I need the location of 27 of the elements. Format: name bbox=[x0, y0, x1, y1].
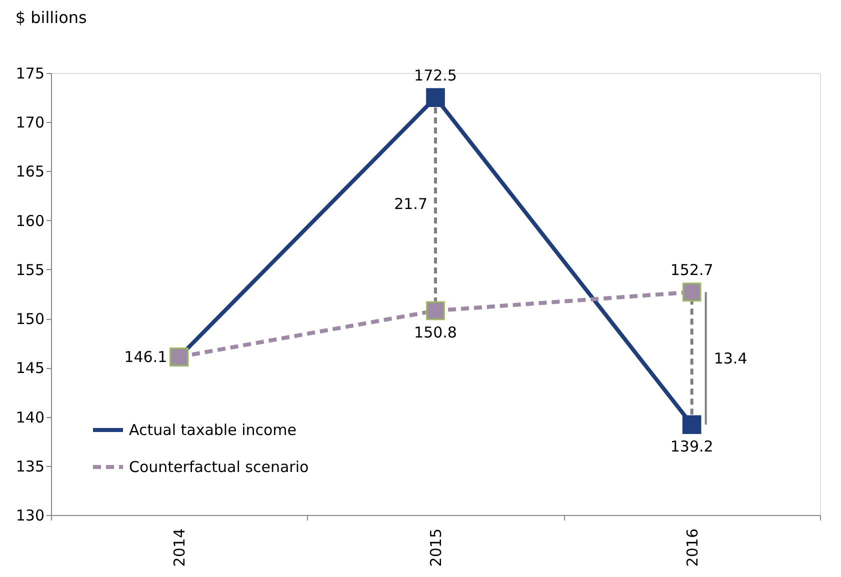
y-tick-label: 170 bbox=[16, 114, 44, 132]
y-tick-label: 135 bbox=[16, 457, 44, 476]
x-tick-label: 2015 bbox=[427, 528, 445, 567]
data-label: 139.2 bbox=[670, 438, 714, 456]
point bbox=[682, 282, 702, 302]
y-tick-label: 165 bbox=[16, 162, 44, 181]
y-tick-label: 130 bbox=[16, 506, 44, 524]
y-tick-label: 160 bbox=[16, 212, 44, 230]
y-tick-label: 175 bbox=[16, 64, 44, 82]
y-tick-label: 145 bbox=[16, 359, 44, 378]
annotation: 21.7 bbox=[394, 195, 428, 214]
point bbox=[426, 301, 445, 320]
legend-label: Counterfactual scenario bbox=[129, 458, 309, 476]
data-label: 152.7 bbox=[670, 261, 714, 280]
y-tick-label: 140 bbox=[16, 408, 44, 426]
x-tick-label: 2014 bbox=[170, 528, 189, 567]
point bbox=[682, 415, 702, 434]
data-label: 150.8 bbox=[414, 324, 457, 342]
data-label: 146.1 bbox=[124, 348, 168, 366]
annotation: 13.4 bbox=[714, 349, 748, 368]
y-axis-title: $ billions bbox=[15, 8, 87, 27]
point bbox=[426, 88, 445, 107]
data-label: 172.5 bbox=[414, 66, 457, 85]
x-tick-label: 2016 bbox=[683, 528, 702, 567]
y-tick-label: 150 bbox=[16, 310, 44, 328]
legend-label: Actual taxable income bbox=[129, 421, 297, 439]
y-tick-label: 155 bbox=[16, 260, 44, 279]
